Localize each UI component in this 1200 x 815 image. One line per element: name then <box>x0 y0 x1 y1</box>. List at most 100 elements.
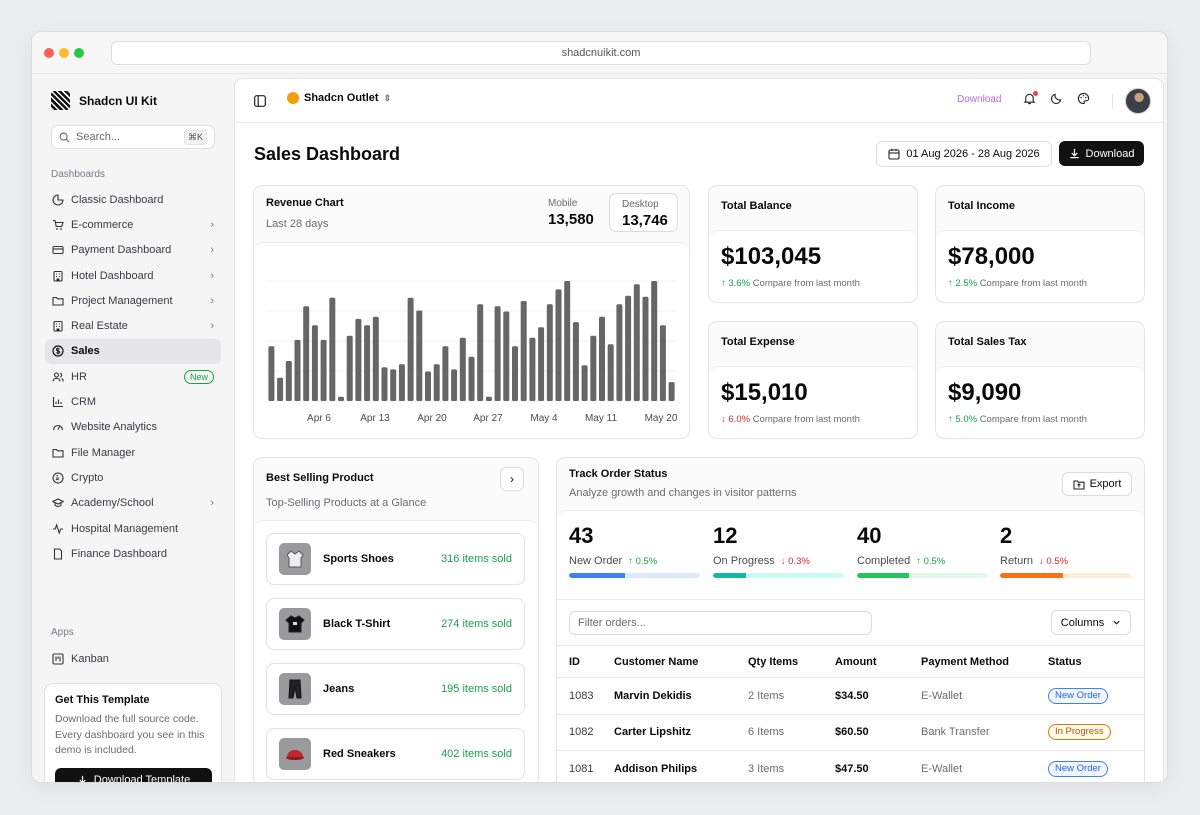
export-label: Export <box>1089 478 1122 490</box>
sidebar-toggle-icon[interactable] <box>254 94 266 112</box>
chart-bar[interactable] <box>346 335 353 401</box>
chart-bar[interactable] <box>381 367 388 401</box>
product-item[interactable]: Jeans 195 items sold <box>266 663 525 715</box>
chart-bar[interactable] <box>546 304 553 401</box>
chart-bar[interactable] <box>407 297 414 401</box>
chart-bar[interactable] <box>416 310 423 402</box>
chart-bar[interactable] <box>268 346 275 401</box>
chart-bar[interactable] <box>581 365 588 401</box>
chart-bar[interactable] <box>633 284 640 401</box>
chart-bar[interactable] <box>468 356 475 401</box>
chart-bar[interactable] <box>599 316 605 401</box>
chart-bar[interactable] <box>433 364 440 401</box>
sidebar-item-classic-dashboard[interactable]: Classic Dashboard <box>45 187 221 212</box>
sidebar-item-academy-school[interactable]: Academy/School › <box>45 491 221 516</box>
chart-bar[interactable] <box>651 281 658 401</box>
chart-bar[interactable] <box>555 289 562 401</box>
chart-bar[interactable] <box>616 304 623 401</box>
chart-bar[interactable] <box>512 346 518 401</box>
chart-bar[interactable] <box>442 346 449 401</box>
chart-bar[interactable] <box>425 371 431 402</box>
product-item[interactable]: Red Sneakers 402 items sold <box>266 728 525 780</box>
chart-bar[interactable] <box>459 337 466 401</box>
chart-bar[interactable] <box>451 369 458 401</box>
sidebar-item-crm[interactable]: CRM <box>45 389 221 414</box>
top-download-link[interactable]: Download <box>957 94 1002 105</box>
sidebar-item-e-commerce[interactable]: E-commerce › <box>45 212 221 237</box>
chart-bar[interactable] <box>485 396 492 401</box>
chart-bar[interactable] <box>372 316 379 401</box>
chart-bar[interactable] <box>329 297 336 401</box>
column-header[interactable]: ID <box>557 645 614 678</box>
chart-bar[interactable] <box>277 377 284 401</box>
chart-bar[interactable] <box>294 339 301 401</box>
maximize-window-button[interactable] <box>74 48 84 58</box>
table-row[interactable]: 1081 Addison Philips 3 Items $47.50 E-Wallet… <box>557 750 1144 782</box>
theme-toggle-button[interactable] <box>1050 92 1063 110</box>
chart-bar[interactable] <box>572 322 579 401</box>
user-avatar[interactable] <box>1125 88 1151 114</box>
chart-bar[interactable] <box>642 296 649 401</box>
date-range-picker[interactable]: 01 Aug 2026 - 28 Aug 2026 <box>876 141 1052 167</box>
chart-bar[interactable] <box>285 361 292 401</box>
sidebar-item-hotel-dashboard[interactable]: Hotel Dashboard › <box>45 263 221 288</box>
close-window-button[interactable] <box>44 48 54 58</box>
chart-bar[interactable] <box>477 304 484 401</box>
chart-bar[interactable] <box>607 344 614 401</box>
chart-bar[interactable] <box>520 301 527 401</box>
sidebar-item-crypto[interactable]: Crypto <box>45 465 221 490</box>
notifications-button[interactable] <box>1023 91 1038 110</box>
sidebar-item-real-estate[interactable]: Real Estate › <box>45 313 221 338</box>
sidebar-item-file-manager[interactable]: File Manager <box>45 440 221 465</box>
product-item[interactable]: Sports Shoes 316 items sold <box>266 533 525 585</box>
minimize-window-button[interactable] <box>59 48 69 58</box>
table-row[interactable]: 1083 Marvin Dekidis 2 Items $34.50 E-Wallet N… <box>557 677 1144 715</box>
chart-bar[interactable] <box>390 369 397 401</box>
chart-bar[interactable] <box>529 337 536 401</box>
column-header[interactable]: Customer Name <box>614 645 748 678</box>
sidebar-item-payment-dashboard[interactable]: Payment Dashboard › <box>45 238 221 263</box>
sidebar-item-website-analytics[interactable]: Website Analytics <box>45 415 221 440</box>
chart-bar[interactable] <box>338 396 344 401</box>
column-header[interactable]: Amount <box>835 645 921 678</box>
columns-button[interactable]: Columns <box>1051 610 1131 635</box>
product-item[interactable]: Black T-Shirt 274 items sold <box>266 598 525 650</box>
chart-bar[interactable] <box>625 295 632 401</box>
address-bar[interactable]: shadcnuikit.com <box>111 41 1091 65</box>
chart-bar[interactable] <box>564 281 571 401</box>
export-button[interactable]: Export <box>1062 472 1132 496</box>
sidebar-item-kanban[interactable]: Kanban <box>45 646 221 671</box>
chart-bar[interactable] <box>364 325 371 401</box>
chart-bar[interactable] <box>311 325 318 401</box>
chart-bar[interactable] <box>668 382 675 401</box>
search-input[interactable]: Search... ⌘K <box>51 125 215 149</box>
filter-orders-input[interactable]: Filter orders... <box>569 611 872 635</box>
view-all-button[interactable]: › <box>500 467 524 491</box>
sidebar-item-hospital-management[interactable]: Hospital Management <box>45 516 221 541</box>
sidebar-item-sales[interactable]: Sales <box>45 338 221 365</box>
chart-bar[interactable] <box>590 335 597 401</box>
chart-bar[interactable] <box>303 306 310 401</box>
order-stat-label-row: New Order ↑ 0.5% <box>569 555 700 567</box>
palette-button[interactable] <box>1077 92 1090 110</box>
chart-bar[interactable] <box>320 339 327 401</box>
column-header[interactable]: Payment Method <box>921 645 1048 678</box>
chart-bar[interactable] <box>503 311 510 402</box>
column-header[interactable]: Status <box>1048 645 1144 678</box>
column-header[interactable]: Qty Items <box>748 645 835 678</box>
store-switcher[interactable]: Shadcn Outlet ⇕ <box>287 92 391 104</box>
chart-bar[interactable] <box>494 306 501 401</box>
mobile-toggle[interactable]: Mobile 13,580 <box>548 198 594 228</box>
chart-bar[interactable] <box>538 327 545 401</box>
sidebar-item-finance-dashboard[interactable]: Finance Dashboard <box>45 541 221 566</box>
desktop-toggle[interactable]: Desktop 13,746 <box>609 193 678 232</box>
download-template-button[interactable]: Download Template <box>55 768 212 782</box>
sidebar-item-project-management[interactable]: Project Management › <box>45 288 221 313</box>
chart-bar[interactable] <box>355 318 362 401</box>
brand[interactable]: Shadcn UI Kit <box>51 91 157 110</box>
download-button[interactable]: Download <box>1059 141 1144 166</box>
sidebar-item-hr[interactable]: HR New <box>45 364 221 389</box>
chart-bar[interactable] <box>659 325 666 401</box>
chart-bar[interactable] <box>398 364 405 401</box>
table-row[interactable]: 1082 Carter Lipshitz 6 Items $60.50 Bank Tra… <box>557 714 1144 751</box>
